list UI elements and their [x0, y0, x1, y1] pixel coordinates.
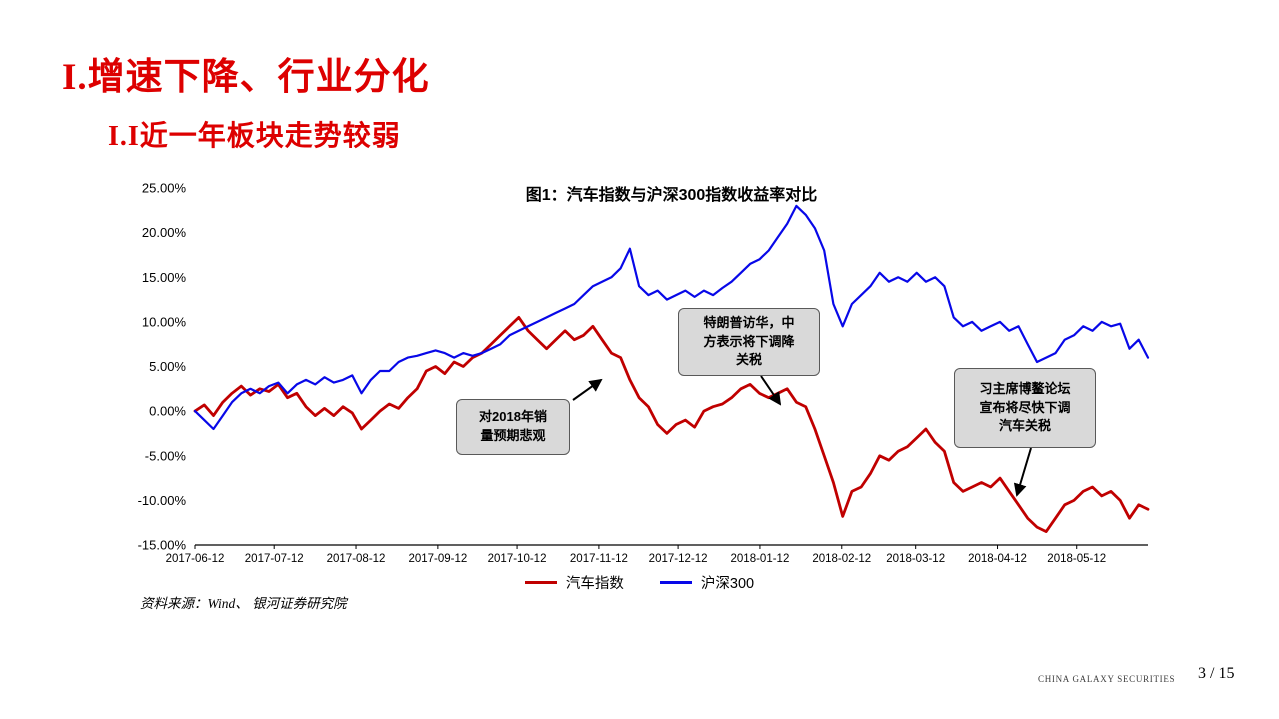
legend-label: 沪深300: [700, 576, 755, 592]
series-line-沪深300: [193, 204, 1150, 431]
source-note: 资料来源：Wind、 银河证券研究院: [140, 596, 347, 611]
x-tick-label: 2018-03-12: [886, 553, 945, 565]
y-tick-label: 20.00%: [142, 225, 187, 240]
y-tick-label: 15.00%: [142, 270, 187, 285]
page-title: I.增速下降、行业分化: [62, 57, 430, 98]
annotation-callout-trump-visit: 特朗普访华，中 方表示将下调降 关税: [678, 308, 820, 376]
y-tick-label: -10.00%: [138, 493, 187, 508]
chart-title: 图1：汽车指数与沪深300指数收益率对比: [526, 185, 818, 204]
x-tick-label: 2018-04-12: [968, 553, 1027, 565]
y-tick-label: 25.00%: [142, 181, 187, 196]
legend-item: 沪深300: [659, 572, 755, 593]
x-tick-label: 2017-07-12: [245, 553, 304, 565]
x-tick-label: 2017-09-12: [408, 553, 467, 565]
line-chart-svg: 图1：汽车指数与沪深300指数收益率对比 25.00% 20.00% 15.00% 10…: [138, 181, 1150, 565]
annotation-callout-sales-outlook: 对2018年销 量预期悲观: [456, 399, 570, 455]
series-line-汽车指数: [193, 315, 1150, 534]
legend-label: 汽车指数: [565, 576, 624, 592]
x-tick-label: 2018-01-12: [731, 553, 790, 565]
page-number: 3 / 15: [1198, 665, 1235, 682]
chart-legend: 汽车指数 沪深300: [0, 572, 1279, 593]
section-subtitle: I.I近一年板块走势较弱: [108, 121, 401, 152]
x-tick-label: 2018-05-12: [1047, 553, 1106, 565]
legend-swatch: [524, 581, 557, 584]
annotation-callout-boao-forum: 习主席博鳌论坛 宣布将尽快下调 汽车关税: [954, 368, 1096, 448]
footer-brand: CHINA GALAXY SECURITIES: [1038, 674, 1176, 684]
y-tick-label: 10.00%: [142, 314, 187, 329]
legend-swatch: [659, 581, 692, 584]
y-tick-label: 5.00%: [149, 359, 186, 374]
chart: 图1：汽车指数与沪深300指数收益率对比 25.00% 20.00% 15.00% 10…: [125, 178, 1155, 570]
x-tick-label: 2017-10-12: [488, 553, 547, 565]
legend-item: 汽车指数: [524, 572, 624, 593]
y-tick-label: 0.00%: [149, 404, 186, 419]
x-tick-label: 2017-06-12: [166, 553, 225, 565]
x-tick-label: 2018-02-12: [812, 553, 871, 565]
x-tick-label: 2017-11-12: [570, 553, 628, 565]
y-tick-label: -15.00%: [138, 538, 187, 553]
y-tick-label: -5.00%: [145, 448, 187, 463]
x-tick-label: 2017-08-12: [327, 553, 386, 565]
x-tick-label: 2017-12-12: [649, 553, 708, 565]
